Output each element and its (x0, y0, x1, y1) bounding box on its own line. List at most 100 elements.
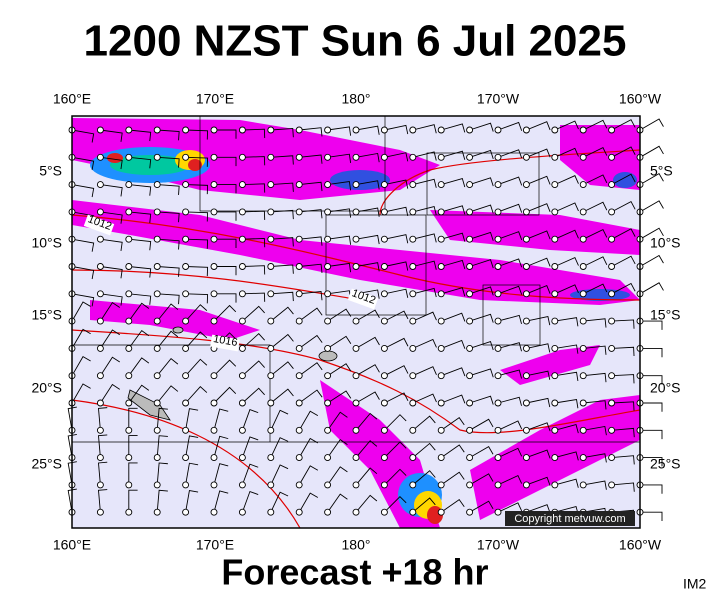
station (182, 454, 190, 462)
wind-barb (412, 470, 436, 486)
wind-barb (469, 149, 494, 160)
wind-barb (497, 121, 523, 131)
station (608, 153, 616, 161)
station (608, 208, 616, 216)
wind-barb (298, 334, 323, 349)
wind-barb (441, 367, 466, 377)
right-lat-label: 25°S (650, 456, 681, 472)
station (182, 153, 190, 161)
station (522, 153, 530, 161)
station (96, 263, 104, 270)
station (466, 481, 474, 489)
wind-barb (185, 435, 199, 458)
station (522, 126, 530, 134)
station (437, 317, 445, 325)
wind-barb (185, 293, 209, 304)
wind-barb (214, 211, 237, 221)
wind-barb (526, 148, 551, 158)
wind-barb (156, 462, 168, 485)
wind-barb (583, 201, 608, 213)
wind-barb (185, 408, 199, 431)
station (551, 290, 559, 298)
station (437, 454, 445, 462)
wind-barb (583, 345, 607, 355)
station (352, 481, 360, 489)
station (125, 372, 133, 380)
wind-barb (128, 211, 152, 223)
wind-barb (156, 303, 179, 322)
station (494, 263, 502, 270)
station (466, 126, 474, 134)
wind-barb (270, 306, 294, 322)
wind-barb (270, 182, 294, 192)
station (466, 426, 474, 434)
station (267, 208, 275, 216)
wind-barb (242, 128, 266, 139)
wind-barb (469, 500, 494, 513)
station (295, 126, 303, 134)
wind-barb (497, 420, 523, 431)
wind-barb (213, 490, 229, 513)
wind-barb (611, 255, 636, 267)
station (210, 235, 218, 243)
wind-barb (412, 124, 437, 134)
station (295, 344, 303, 352)
station (125, 126, 133, 134)
station (96, 208, 104, 216)
wind-barb (469, 204, 494, 214)
wind-barb (100, 329, 121, 349)
station (125, 235, 133, 243)
station (210, 454, 218, 462)
station (494, 344, 502, 352)
wind-barb (497, 258, 523, 268)
station (352, 344, 360, 352)
wind-barb (639, 172, 664, 185)
wind-barb (214, 266, 237, 276)
wind-barb (100, 302, 121, 322)
wind-barb (241, 409, 259, 431)
wind-barb (67, 461, 77, 485)
station (352, 508, 360, 516)
wind-barb (526, 315, 551, 326)
station (380, 344, 388, 352)
station (551, 481, 559, 489)
station (608, 372, 616, 380)
wind-barb (100, 238, 123, 252)
wind-barb (497, 231, 523, 241)
wind-barb (583, 453, 607, 463)
wind-barb (214, 156, 237, 167)
wind-barb (298, 437, 319, 458)
station (96, 153, 104, 161)
wind-barb (639, 227, 664, 240)
wind-barb (156, 330, 179, 349)
station (466, 372, 474, 380)
wind-barb (128, 435, 138, 458)
wind-barb (554, 317, 579, 327)
wind-barb (554, 344, 579, 354)
station (324, 454, 332, 462)
wind-barb (412, 206, 437, 216)
station (238, 344, 246, 352)
station (380, 508, 388, 516)
wind-barb (583, 228, 608, 240)
right-lat-label: 15°S (650, 307, 681, 323)
wind-barb (270, 409, 289, 431)
wind-barb (412, 442, 436, 458)
wind-barb (213, 435, 229, 458)
wind-barb (270, 127, 294, 138)
station (267, 317, 275, 325)
station (324, 399, 332, 407)
station (238, 181, 246, 189)
wind-barb (157, 184, 180, 195)
station (238, 399, 246, 407)
station (579, 181, 587, 189)
station (494, 426, 502, 434)
station (96, 426, 104, 434)
station (352, 372, 360, 380)
station (267, 126, 275, 134)
wind-barb (497, 149, 523, 159)
top-lon-label: 160°W (619, 91, 662, 107)
station (466, 290, 474, 298)
station (579, 399, 587, 407)
wind-barb (270, 155, 294, 165)
